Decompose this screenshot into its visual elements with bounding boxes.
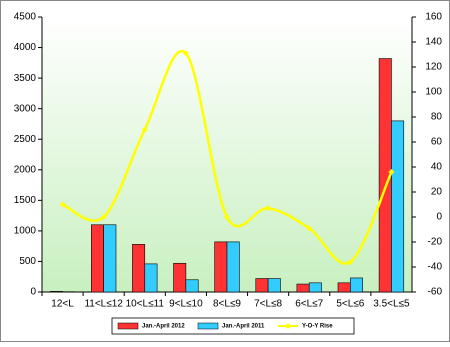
x-tick-label: 5<L≤6 xyxy=(336,299,364,310)
bar xyxy=(256,279,268,292)
y-tick-label: 1500 xyxy=(14,195,37,206)
y-tick-label: 1000 xyxy=(14,226,37,237)
bar xyxy=(91,225,103,292)
bar xyxy=(145,264,157,292)
y-tick-label: 500 xyxy=(19,256,36,267)
bar xyxy=(350,278,362,292)
y-tick-label: 0 xyxy=(30,287,36,298)
y-tick-label: 3500 xyxy=(14,73,37,84)
y2-tick-label: 140 xyxy=(425,37,442,48)
bar xyxy=(297,284,309,292)
legend-label: Jan.-April 2012 xyxy=(142,324,185,330)
x-tick-label: 7<L≤8 xyxy=(254,299,282,310)
y-tick-label: 4500 xyxy=(14,12,37,23)
y2-tick-label: 20 xyxy=(431,187,443,198)
bar xyxy=(309,283,321,292)
legend-swatch xyxy=(198,323,218,329)
x-tick-label: 8<L≤9 xyxy=(213,299,241,310)
x-tick-label: 11<L≤12 xyxy=(84,299,123,310)
bar xyxy=(391,121,403,292)
bar xyxy=(186,280,198,292)
y2-tick-label: -60 xyxy=(428,287,443,298)
x-tick-label: 6<L≤7 xyxy=(295,299,323,310)
y2-tick-label: 80 xyxy=(431,112,443,123)
legend-label: Y-O-Y Rise xyxy=(302,324,333,330)
bar xyxy=(132,244,144,292)
bar xyxy=(174,263,186,292)
bar xyxy=(338,283,350,292)
legend-label: Jan.-April 2011 xyxy=(222,324,265,330)
y2-tick-label: 60 xyxy=(431,137,443,148)
y2-tick-label: 0 xyxy=(436,212,442,223)
y2-tick-label: -40 xyxy=(428,262,443,273)
x-tick-label: 10<L≤11 xyxy=(126,299,165,310)
y-tick-label: 2000 xyxy=(14,164,37,175)
y-tick-label: 2500 xyxy=(14,134,37,145)
y2-tick-label: 120 xyxy=(425,62,442,73)
y2-tick-label: 100 xyxy=(425,87,442,98)
y2-tick-label: 40 xyxy=(431,162,443,173)
y2-tick-label: 160 xyxy=(425,12,442,23)
legend-swatch xyxy=(118,323,138,329)
bar xyxy=(50,291,62,292)
x-tick-label: 12<L xyxy=(51,299,74,310)
bar xyxy=(227,242,239,292)
x-tick-label: 3.5<L≤5 xyxy=(373,299,410,310)
bar xyxy=(215,242,227,292)
y-tick-label: 4000 xyxy=(14,42,37,53)
y2-tick-label: -20 xyxy=(428,237,443,248)
bar xyxy=(104,225,116,292)
y-tick-label: 3000 xyxy=(14,103,37,114)
x-tick-label: 9<L≤10 xyxy=(169,299,203,310)
bar xyxy=(268,279,280,292)
